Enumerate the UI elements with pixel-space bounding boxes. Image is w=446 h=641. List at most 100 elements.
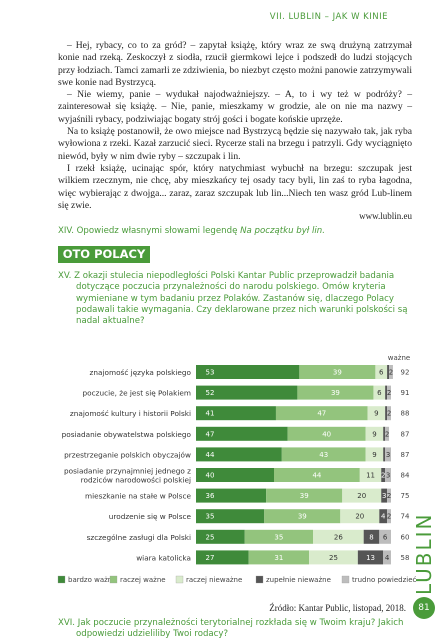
category-label: posiadanie obywatelstwa polskiego <box>62 430 192 439</box>
value-label: 26 <box>334 533 343 541</box>
task-number: XVI. <box>58 618 76 628</box>
value-label: 9 <box>372 430 376 438</box>
totals-header: ważne <box>388 354 410 362</box>
bar-segment <box>389 365 393 379</box>
bar-segment <box>299 365 376 379</box>
value-label: 2 <box>387 492 391 500</box>
legend-label: bardzo ważne <box>68 576 117 584</box>
category-label: mieszkanie na stałe w Polsce <box>85 492 191 501</box>
bar-segment <box>196 550 249 565</box>
value-label: 3 <box>382 492 386 500</box>
category-label: poczucie, że jest się Polakiem <box>83 389 191 398</box>
value-label: 25 <box>206 533 215 541</box>
value-label: 35 <box>206 513 215 521</box>
bar-segment <box>385 406 388 421</box>
bar-segment <box>359 468 382 482</box>
task: XV. Z okazji stulecia niepodległości Pol… <box>58 271 428 327</box>
total-label: 58 <box>401 554 410 562</box>
value-label: 13 <box>366 554 375 562</box>
total-label: 75 <box>401 492 410 500</box>
paragraph: Na to książę postanowił, że owo miejsce … <box>58 126 412 162</box>
value-label: 9 <box>374 410 378 418</box>
value-label: 20 <box>355 513 364 521</box>
value-label: 41 <box>206 410 215 418</box>
total-label: 88 <box>401 410 410 418</box>
value-label: 35 <box>274 533 283 541</box>
bar-segment <box>387 385 391 400</box>
bar-segment <box>365 426 384 441</box>
bar-segment <box>297 385 374 400</box>
task-text: Opowiedz własnymi słowami legendę <box>76 226 241 236</box>
legend-swatch <box>57 575 66 584</box>
value-label: 6 <box>379 369 384 377</box>
bar-segment <box>281 447 366 462</box>
legend-label: zupełnie nieważne <box>266 576 331 584</box>
bar-segment <box>363 529 380 544</box>
category-label: szczególne zasługi dla Polski <box>87 533 191 542</box>
source: www.lublin.eu <box>359 211 412 221</box>
paragraph: – Hej, rybacy, co to za gród? – zapytał … <box>58 40 412 88</box>
paragraph: – Nie wiemy, panie – wydukał najodważnie… <box>58 89 412 125</box>
value-label: 44 <box>312 472 321 480</box>
bar-segment <box>196 488 267 503</box>
value-label: 9 <box>372 451 376 459</box>
value-label: 53 <box>206 369 215 377</box>
category-label: wiara katolicka <box>136 553 191 562</box>
bar-segment <box>367 406 386 421</box>
section-heading: OTO POLACY <box>58 246 150 263</box>
task-number: XIV. <box>58 226 74 236</box>
page-number: 81 <box>413 597 435 619</box>
bar-segment <box>383 426 386 441</box>
bar-segment <box>387 406 391 421</box>
bar-segment <box>275 406 368 421</box>
bar-segment <box>196 509 265 524</box>
bar-segment <box>383 550 391 565</box>
bar-segment <box>379 529 391 544</box>
source: Źródło: Kantar Public, listopad, 2018. <box>269 603 406 613</box>
task: XIV. Opowiedz własnymi słowami legendę N… <box>58 226 430 237</box>
story: – Hej, rybacy, co to za gród? – zapytał … <box>58 40 412 212</box>
bar-segment <box>196 529 245 544</box>
value-label: 2 <box>389 369 393 377</box>
bar-segment <box>357 550 384 565</box>
bar-segment <box>274 468 360 482</box>
value-label: 31 <box>274 554 283 562</box>
side-label: LUBLIN <box>412 512 436 595</box>
bar-segment <box>387 488 391 503</box>
value-label: 47 <box>206 430 215 438</box>
category-label: posiadanie przynajmniej jednego z rodzicó… <box>64 467 191 485</box>
legend-swatch <box>109 575 118 584</box>
task: XVI. Jak poczucie przynależności terytor… <box>58 618 416 641</box>
bar-segment <box>381 488 388 503</box>
task-title: Na początku był lin. <box>240 226 325 236</box>
total-label: 84 <box>401 472 410 480</box>
value-label: 39 <box>298 513 307 521</box>
bar-segment <box>264 509 341 524</box>
total-label: 87 <box>401 451 410 459</box>
total-label: 87 <box>401 430 410 438</box>
paragraph: I rzekł książę, ucinając spór, który nat… <box>58 162 412 211</box>
value-label: 8 <box>369 533 373 541</box>
total-label: 74 <box>401 513 410 521</box>
value-label: 39 <box>333 369 342 377</box>
value-label: 47 <box>317 410 326 418</box>
legend-swatch <box>341 575 350 584</box>
bar-segment <box>385 385 388 400</box>
task-text: Z okazji stulecia niepodległości Polski … <box>74 271 408 327</box>
task-text: Jak poczucie przynależności terytorialne… <box>76 618 404 640</box>
bar-segment <box>196 447 282 462</box>
value-label: 6 <box>383 533 388 541</box>
bar-segment <box>248 550 310 565</box>
bar-segment <box>385 468 391 482</box>
bar-segment <box>196 385 298 400</box>
bar-segment <box>196 426 288 441</box>
bar-segment <box>365 447 384 462</box>
bar-segment <box>266 488 343 503</box>
category-label: znajomość kultury i historii Polski <box>70 409 191 418</box>
bar-segment <box>196 406 276 421</box>
legend-label: raczej ważne <box>120 576 166 584</box>
value-label: 2 <box>385 430 389 438</box>
value-label: 4 <box>385 554 390 562</box>
